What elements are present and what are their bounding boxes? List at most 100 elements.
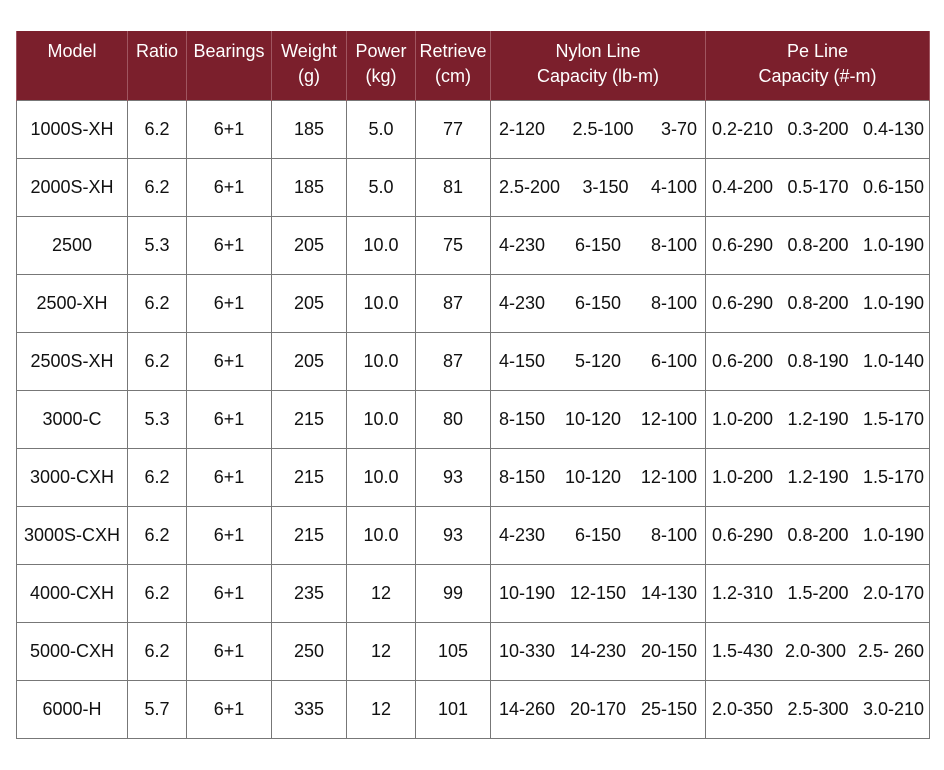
cell-pe: 1.0-200 1.2-190 1.5-170 (705, 389, 930, 449)
cell-weight: 250 (271, 621, 347, 681)
cell-pe: 0.6-200 0.8-190 1.0-140 (705, 331, 930, 391)
pe-capacity-value: 0.6-290 (712, 292, 774, 313)
nylon-capacity-value: 6-100 (650, 350, 697, 371)
nylon-capacity-value: 8-100 (650, 234, 697, 255)
table-row: 3000-CXH 6.2 6+1 215 10.0 93 8-150 10-120 12-100… (16, 447, 930, 507)
cell-nylon: 10-330 14-230 20-150 (490, 621, 706, 681)
cell-nylon: 10-190 12-150 14-130 (490, 563, 706, 623)
pe-capacity-value: 0.8-200 (787, 234, 849, 255)
pe-capacity-value: 0.6-200 (712, 350, 774, 371)
pe-capacity-value: 0.6-150 (862, 176, 924, 197)
table-row: 5000-CXH 6.2 6+1 250 12 105 10-330 14-230 20-150… (16, 621, 930, 681)
pe-capacity-value: 1.0-190 (862, 292, 924, 313)
header-line2: Capacity (#-m) (758, 66, 877, 86)
cell-model: 5000-CXH (16, 621, 128, 681)
cell-weight: 215 (271, 505, 347, 565)
cell-nylon: 4-230 6-150 8-100 (490, 273, 706, 333)
cell-nylon: 4-150 5-120 6-100 (490, 331, 706, 391)
header-line2: (kg) (365, 66, 397, 86)
header-line2: Capacity (lb-m) (536, 66, 660, 86)
cell-model: 1000S-XH (16, 99, 128, 159)
cell-ratio: 6.2 (127, 99, 187, 159)
cell-model: 2000S-XH (16, 157, 128, 217)
spec-table: Model Ratio Bearings Weight (g) Power (kg) Retr… (16, 31, 930, 739)
cell-power: 10.0 (346, 273, 416, 333)
nylon-capacity-value: 4-230 (499, 524, 546, 545)
cell-power: 10.0 (346, 215, 416, 275)
cell-ratio: 6.2 (127, 331, 187, 391)
nylon-capacity-value: 10-120 (564, 466, 622, 487)
cell-power: 12 (346, 621, 416, 681)
nylon-capacity-value: 10-330 (499, 640, 556, 661)
pe-capacity-value: 0.5-170 (787, 176, 849, 197)
cell-pe: 0.2-210 0.3-200 0.4-130 (705, 99, 930, 159)
pe-capacity-value: 1.2-310 (712, 582, 774, 603)
nylon-capacity-value: 25-150 (640, 698, 697, 719)
cell-model: 2500 (16, 215, 128, 275)
pe-capacity-value: 1.5-430 (712, 640, 774, 661)
table-row: 3000S-CXH 6.2 6+1 215 10.0 93 4-230 6-150 8-100 0… (16, 505, 930, 565)
cell-ratio: 6.2 (127, 621, 187, 681)
header-pe-capacity: Pe Line Capacity (#-m) (705, 31, 930, 100)
pe-capacity-value: 1.5-170 (862, 408, 924, 429)
cell-retrieve: 105 (415, 621, 491, 681)
nylon-capacity-value: 6-150 (574, 234, 622, 255)
nylon-capacity-value: 3-150 (582, 176, 629, 197)
cell-ratio: 6.2 (127, 157, 187, 217)
nylon-capacity-value: 6-150 (574, 292, 622, 313)
cell-model: 3000S-CXH (16, 505, 128, 565)
nylon-capacity-value: 4-100 (650, 176, 697, 197)
cell-ratio: 6.2 (127, 563, 187, 623)
cell-model: 3000-CXH (16, 447, 128, 507)
pe-capacity-value: 1.5-170 (862, 466, 924, 487)
cell-pe: 0.6-290 0.8-200 1.0-190 (705, 505, 930, 565)
pe-capacity-value: 1.0-190 (862, 234, 924, 255)
nylon-capacity-value: 2.5-200 (499, 176, 561, 197)
cell-pe: 1.2-310 1.5-200 2.0-170 (705, 563, 930, 623)
pe-capacity-value: 3.0-210 (862, 698, 924, 719)
table-row: 2000S-XH 6.2 6+1 185 5.0 81 2.5-200 3-150 4-100 0… (16, 157, 930, 217)
cell-pe: 1.5-430 2.0-300 2.5- 260 (705, 621, 930, 681)
cell-weight: 335 (271, 679, 347, 739)
pe-capacity-value: 1.5-200 (787, 582, 849, 603)
table-row: 3000-C 5.3 6+1 215 10.0 80 8-150 10-120 12-100 1.… (16, 389, 930, 449)
table-row: 4000-CXH 6.2 6+1 235 12 99 10-190 12-150 14-130 1… (16, 563, 930, 623)
pe-capacity-value: 1.0-200 (712, 466, 774, 487)
cell-pe: 2.0-350 2.5-300 3.0-210 (705, 679, 930, 739)
nylon-capacity-value: 6-150 (574, 524, 622, 545)
nylon-capacity-value: 14-260 (499, 698, 556, 719)
nylon-capacity-value: 4-230 (499, 234, 546, 255)
pe-capacity-value: 0.8-200 (787, 524, 849, 545)
cell-retrieve: 101 (415, 679, 491, 739)
cell-power: 12 (346, 563, 416, 623)
pe-capacity-value: 1.0-140 (862, 350, 924, 371)
cell-power: 10.0 (346, 389, 416, 449)
cell-nylon: 8-150 10-120 12-100 (490, 389, 706, 449)
cell-pe: 0.6-290 0.8-200 1.0-190 (705, 273, 930, 333)
cell-retrieve: 87 (415, 273, 491, 333)
nylon-capacity-value: 8-150 (499, 408, 546, 429)
pe-capacity-value: 0.2-210 (712, 118, 774, 139)
nylon-capacity-value: 20-150 (640, 640, 697, 661)
cell-nylon: 14-260 20-170 25-150 (490, 679, 706, 739)
nylon-capacity-value: 2-120 (499, 118, 546, 139)
header-weight: Weight (g) (271, 31, 347, 100)
header-model: Model (16, 31, 128, 100)
cell-power: 10.0 (346, 447, 416, 507)
cell-bearings: 6+1 (186, 679, 272, 739)
table-row: 6000-H 5.7 6+1 335 12 101 14-260 20-170 25-150 2.… (16, 679, 930, 739)
cell-model: 6000-H (16, 679, 128, 739)
pe-capacity-value: 2.0-170 (862, 582, 924, 603)
pe-capacity-value: 1.2-190 (787, 466, 849, 487)
header-line1: Model (47, 41, 97, 61)
nylon-capacity-value: 8-100 (650, 524, 697, 545)
pe-capacity-value: 0.4-200 (712, 176, 774, 197)
cell-retrieve: 93 (415, 505, 491, 565)
pe-capacity-value: 1.0-190 (862, 524, 924, 545)
table-row: 2500S-XH 6.2 6+1 205 10.0 87 4-150 5-120 6-100 0.… (16, 331, 930, 391)
header-line1: Power (355, 41, 407, 61)
cell-ratio: 5.3 (127, 389, 187, 449)
cell-model: 2500S-XH (16, 331, 128, 391)
cell-bearings: 6+1 (186, 215, 272, 275)
cell-ratio: 5.3 (127, 215, 187, 275)
